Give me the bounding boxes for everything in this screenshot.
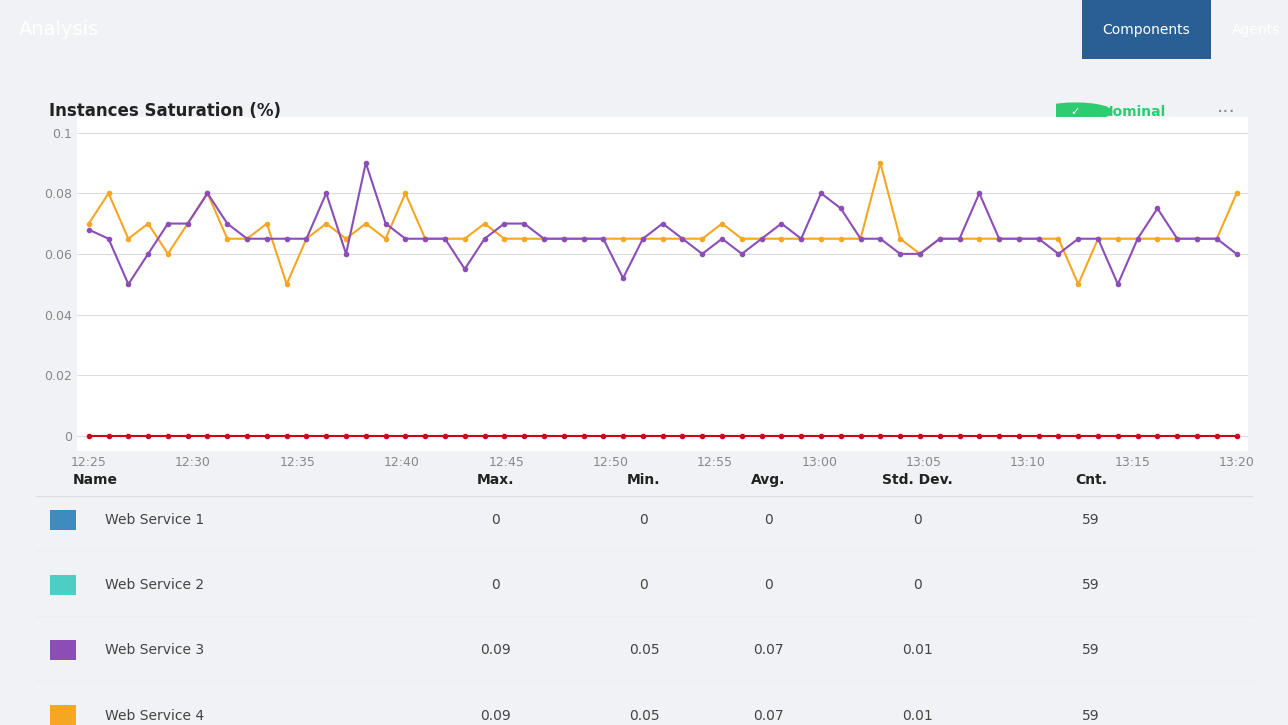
Text: Std. Dev.: Std. Dev. bbox=[882, 473, 953, 487]
Text: Nominal: Nominal bbox=[1101, 104, 1166, 119]
Text: Avg.: Avg. bbox=[751, 473, 786, 487]
Text: 59: 59 bbox=[1082, 578, 1100, 592]
Text: Web Service 3: Web Service 3 bbox=[106, 643, 205, 658]
Text: 0: 0 bbox=[491, 513, 500, 527]
Text: 0.05: 0.05 bbox=[629, 643, 659, 658]
Text: 0.09: 0.09 bbox=[479, 643, 510, 658]
Text: 59: 59 bbox=[1082, 643, 1100, 658]
Text: 0: 0 bbox=[640, 578, 648, 592]
Text: Min.: Min. bbox=[627, 473, 661, 487]
Text: Agents: Agents bbox=[1231, 22, 1280, 37]
Text: 0.01: 0.01 bbox=[902, 643, 933, 658]
Text: Cnt.: Cnt. bbox=[1075, 473, 1106, 487]
Text: Instances Saturation (%): Instances Saturation (%) bbox=[49, 102, 281, 120]
Text: Web Service 4: Web Service 4 bbox=[106, 708, 205, 723]
Text: 0: 0 bbox=[764, 578, 773, 592]
Text: 0.07: 0.07 bbox=[753, 643, 783, 658]
Text: Web Service 1: Web Service 1 bbox=[106, 513, 205, 527]
Text: Components: Components bbox=[1103, 22, 1190, 37]
Text: 0.01: 0.01 bbox=[902, 708, 933, 723]
FancyBboxPatch shape bbox=[1082, 0, 1211, 59]
Text: 0: 0 bbox=[913, 578, 921, 592]
Text: Name: Name bbox=[73, 473, 117, 487]
Text: ···: ··· bbox=[1217, 103, 1236, 122]
Text: 0.07: 0.07 bbox=[753, 708, 783, 723]
Text: Web Service 2: Web Service 2 bbox=[106, 578, 205, 592]
Text: 0: 0 bbox=[913, 513, 921, 527]
Text: 0: 0 bbox=[640, 513, 648, 527]
Text: 59: 59 bbox=[1082, 513, 1100, 527]
Text: ✓: ✓ bbox=[1070, 107, 1081, 117]
Text: Max.: Max. bbox=[477, 473, 514, 487]
Text: 0: 0 bbox=[491, 578, 500, 592]
Text: 0.09: 0.09 bbox=[479, 708, 510, 723]
Text: 0.05: 0.05 bbox=[629, 708, 659, 723]
Circle shape bbox=[1039, 103, 1112, 120]
Text: 59: 59 bbox=[1082, 708, 1100, 723]
Text: 0: 0 bbox=[764, 513, 773, 527]
Text: Analysis: Analysis bbox=[19, 20, 99, 39]
